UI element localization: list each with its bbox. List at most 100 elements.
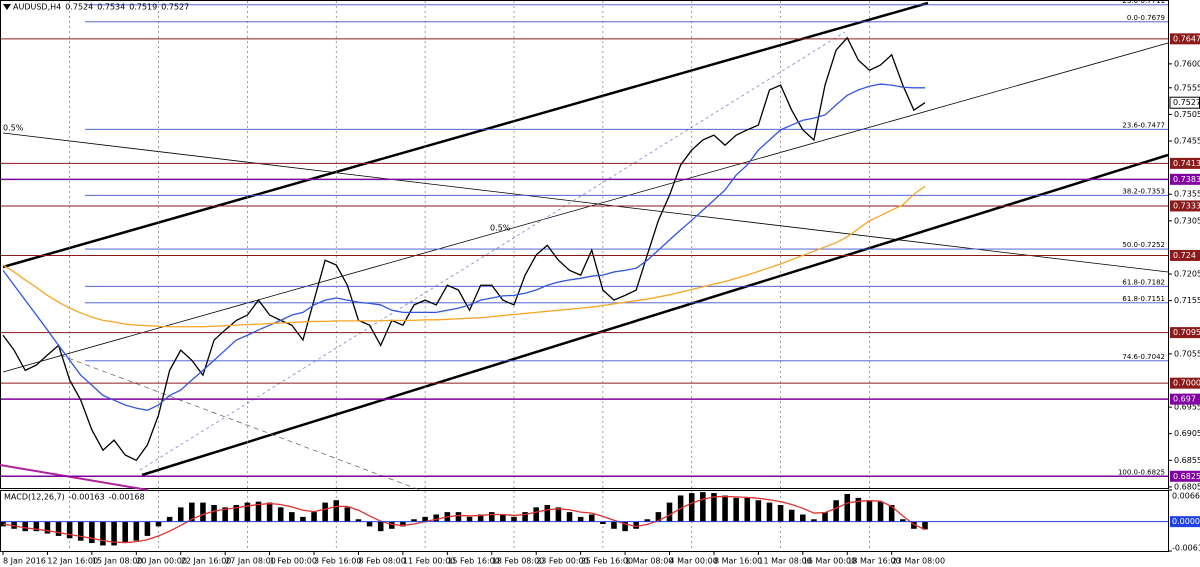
y-tick-label: 0.7600 (1174, 59, 1200, 68)
macd-bar (822, 512, 828, 522)
macd-bar (511, 516, 517, 522)
macd-bar (600, 521, 606, 525)
x-tick-label: 18 Mar 16:00 (847, 557, 900, 566)
level-label: 0.697 (1173, 395, 1196, 404)
macd-bar (233, 504, 240, 522)
macd-bar (877, 501, 884, 522)
macd-tick-label: 0.00000 (1172, 517, 1200, 526)
macd-bar (344, 507, 351, 522)
macd-bar (788, 509, 795, 522)
fib-label: 23.6-0.7477 (1122, 121, 1165, 129)
macd-bar (333, 500, 340, 522)
y-tick-label: 0.6805 (1174, 482, 1200, 491)
macd-bar (422, 516, 428, 522)
macd-bar (522, 512, 528, 522)
level-label: 0.724 (1173, 251, 1196, 260)
macd-bar (55, 521, 62, 536)
y-tick-label: 0.6955 (1174, 403, 1200, 412)
level-box (1170, 200, 1200, 212)
macd-bar (277, 507, 284, 522)
macd-bar (244, 502, 251, 522)
level-box (1170, 157, 1200, 169)
macd-bar (289, 512, 295, 522)
macd-bar (533, 507, 539, 522)
macd-bar (711, 493, 717, 522)
header-text: AUDUSD,H4 (13, 3, 61, 12)
level-box (1170, 173, 1200, 185)
macd-bar (111, 521, 117, 546)
macd-bar (122, 521, 128, 544)
main-pane (0, 0, 1169, 489)
macd-bar (766, 502, 773, 522)
fib-label: 100.0-0.6825 (1118, 468, 1165, 476)
macd-bar (800, 514, 806, 522)
macd-bar (11, 521, 17, 529)
macd-bar (500, 514, 506, 522)
fib-label: 61.8-0.7151 (1122, 295, 1165, 303)
macd-tick-label: -0.00617 (1172, 544, 1200, 553)
level-box (1170, 470, 1200, 482)
macd-bar (22, 521, 28, 532)
x-tick-label: 8 Feb 08:00 (358, 557, 405, 566)
level-box (1170, 393, 1200, 405)
macd-tick-label: 0.00665 (1172, 492, 1200, 501)
macd-bar (377, 521, 384, 532)
level-box (1170, 377, 1200, 389)
series-line (2, 495, 926, 544)
header-text: 0.7519 (129, 3, 157, 12)
annotation: 0.5% (490, 224, 511, 233)
macd-bar (777, 504, 784, 522)
level-box (1170, 327, 1200, 339)
macd-bar (455, 512, 462, 522)
macd-bar (644, 519, 651, 522)
x-tick-label: 27 Jan 08:00 (225, 557, 276, 566)
macd-bar (389, 521, 395, 529)
channel-mid (2, 42, 1169, 373)
level-label: 0.7647 (1173, 34, 1200, 43)
y-tick-label: 0.7055 (1174, 349, 1200, 358)
series-line (2, 83, 925, 411)
macd-bar (177, 507, 184, 522)
x-tick-label: 1 Mar 08:00 (625, 557, 673, 566)
macd-bar (266, 502, 273, 522)
y-tick-label: 0.7505 (1174, 110, 1200, 119)
fib-label: 74.6-0.7042 (1122, 353, 1165, 361)
macd-pane (0, 490, 1169, 552)
macd-bar (355, 519, 362, 522)
macd-bar (211, 504, 217, 522)
x-tick-label: 4 Mar 00:00 (670, 557, 718, 566)
purple-line (0, 464, 149, 491)
header-text: 0.7534 (97, 3, 125, 12)
macd-bar (755, 500, 762, 522)
macd-bar (100, 521, 106, 546)
macd-bar (588, 514, 595, 522)
x-tick-label: 22 Jan 16:00 (181, 557, 232, 566)
level-label: 0.7095 (1173, 328, 1200, 337)
macd-bar (189, 502, 195, 522)
macd-bar (811, 519, 817, 522)
x-tick-label: 1 Feb 00:00 (270, 557, 317, 566)
channel-lower (141, 153, 1169, 477)
x-tick-label: 8 Mar 16:00 (714, 557, 762, 566)
x-tick-label: 16 Mar 00:00 (803, 557, 856, 566)
symbol-icon (3, 4, 11, 10)
x-tick-label: 11 Feb 00:00 (403, 557, 455, 566)
macd-bar (66, 521, 73, 539)
zero-box (1170, 516, 1200, 528)
y-tick-label: 0.7455 (1174, 137, 1200, 146)
macd-bar (622, 521, 628, 532)
annotation: 0.5% (3, 124, 24, 133)
fib-label: 38.2-0.7353 (1122, 187, 1165, 195)
macd-bar (166, 516, 173, 522)
y-tick-label: 0.7155 (1174, 296, 1200, 305)
macd-bar (222, 507, 228, 522)
macd-bar (700, 492, 706, 522)
macd-bar (44, 521, 51, 534)
macd-bar (33, 521, 40, 532)
macd-bar (133, 521, 140, 541)
fib-label: 50.0-0.7252 (1122, 241, 1165, 249)
macd-bar (255, 501, 262, 522)
level-label: 0.6825 (1173, 472, 1200, 481)
header-text: 0.7527 (161, 3, 189, 12)
